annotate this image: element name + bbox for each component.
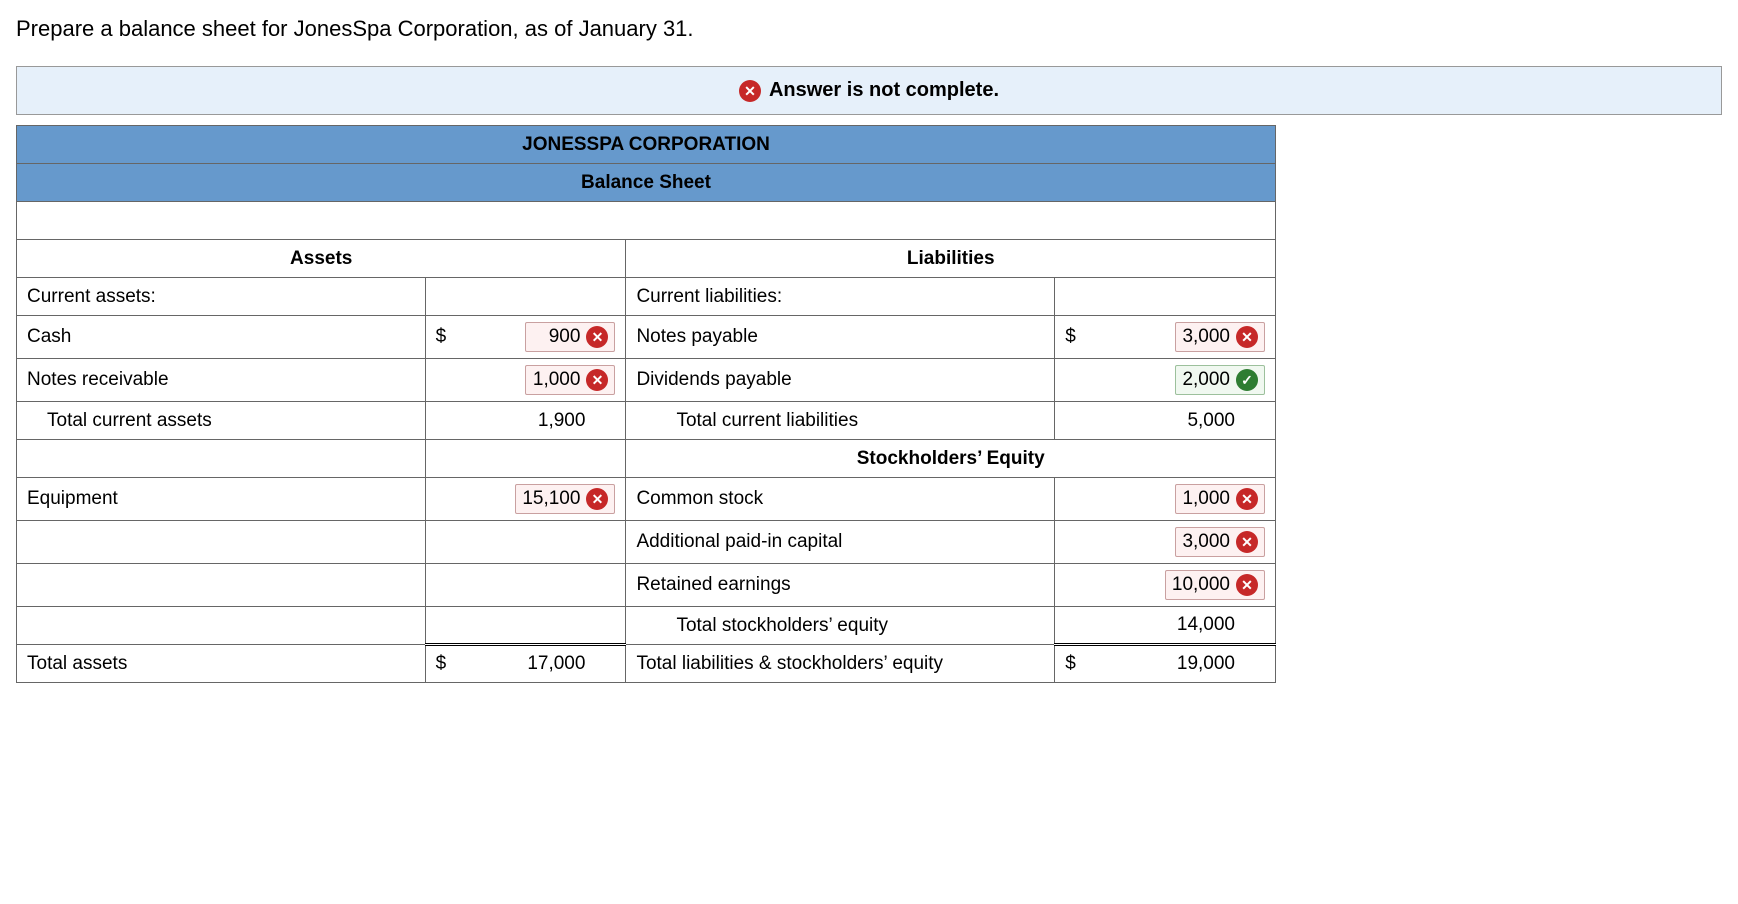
equipment-value: 15,100 xyxy=(522,488,580,510)
notes-receivable-value: 1,000 xyxy=(533,369,581,391)
total-current-assets-value-cell: 1,900 xyxy=(456,402,626,440)
cash-value-cell[interactable]: 900✕ xyxy=(456,316,626,359)
blank-cell xyxy=(456,440,626,478)
blank-cell xyxy=(425,402,456,440)
notes-payable-value-cell[interactable]: 3,000 ✕ xyxy=(1086,316,1276,359)
equipment-value-cell[interactable]: 15,100 ✕ xyxy=(456,478,626,521)
sheet-title: Balance Sheet xyxy=(17,164,1276,202)
banner-text: Answer is not complete. xyxy=(769,79,999,102)
notes-receivable-label[interactable]: Notes receivable xyxy=(17,359,426,402)
total-current-liabilities-value-cell: 5,000 xyxy=(1086,402,1276,440)
total-liab-equity-value: 19,000 xyxy=(1177,653,1265,675)
x-icon: ✕ xyxy=(1236,531,1258,553)
dividends-payable-value-cell[interactable]: 2,000 ✓ xyxy=(1086,359,1276,402)
blank-cell xyxy=(1055,278,1086,316)
equipment-label[interactable]: Equipment xyxy=(17,478,426,521)
retained-earnings-value-cell[interactable]: 10,000 ✕ xyxy=(1086,564,1276,607)
blank-cell xyxy=(17,521,426,564)
blank-cell xyxy=(1055,359,1086,402)
blank-cell xyxy=(425,359,456,402)
company-header: JONESSPA CORPORATION xyxy=(17,126,1276,164)
blank-row xyxy=(17,202,1276,240)
common-stock-value: 1,000 xyxy=(1182,488,1230,510)
blank-cell xyxy=(456,564,626,607)
blank-cell xyxy=(425,440,456,478)
status-banner: ✕ Answer is not complete. xyxy=(16,66,1722,115)
currency-symbol: $ xyxy=(425,316,456,359)
x-icon: ✕ xyxy=(1236,326,1258,348)
total-current-assets-value: 1,900 xyxy=(538,410,616,432)
blank-cell xyxy=(17,564,426,607)
liabilities-section-header: Liabilities xyxy=(626,240,1276,278)
currency-symbol: $ xyxy=(425,645,456,683)
dividends-payable-label[interactable]: Dividends payable xyxy=(626,359,1055,402)
x-icon: ✕ xyxy=(1236,574,1258,596)
notes-payable-value: 3,000 xyxy=(1182,326,1230,348)
instruction-text: Prepare a balance sheet for JonesSpa Cor… xyxy=(16,16,1722,42)
blank-cell xyxy=(456,278,626,316)
cash-value: 900 xyxy=(549,326,581,348)
retained-earnings-label[interactable]: Retained earnings xyxy=(626,564,1055,607)
currency-symbol: $ xyxy=(1055,316,1086,359)
blank-cell xyxy=(456,607,626,645)
total-equity-label: Total stockholders’ equity xyxy=(626,607,1055,645)
current-liabilities-label: Current liabilities: xyxy=(626,278,1055,316)
blank-cell xyxy=(1055,478,1086,521)
blank-cell xyxy=(1086,278,1276,316)
blank-cell xyxy=(1055,402,1086,440)
blank-cell xyxy=(1055,521,1086,564)
x-icon: ✕ xyxy=(586,488,608,510)
apic-label[interactable]: Additional paid-in capital xyxy=(626,521,1055,564)
apic-value-cell[interactable]: 3,000 ✕ xyxy=(1086,521,1276,564)
blank-cell xyxy=(1055,607,1086,645)
currency-symbol: $ xyxy=(1055,645,1086,683)
cash-label[interactable]: Cash xyxy=(17,316,426,359)
total-current-liabilities-value: 5,000 xyxy=(1187,410,1265,432)
current-assets-label: Current assets: xyxy=(17,278,426,316)
x-icon: ✕ xyxy=(739,80,761,102)
total-current-liabilities-label: Total current liabilities xyxy=(626,402,1055,440)
blank-cell xyxy=(425,521,456,564)
x-icon: ✕ xyxy=(586,369,608,391)
total-liab-equity-label: Total liabilities & stockholders’ equity xyxy=(626,645,1055,683)
equity-section-header: Stockholders’ Equity xyxy=(626,440,1276,478)
retained-earnings-value: 10,000 xyxy=(1172,574,1230,596)
check-icon: ✓ xyxy=(1236,369,1258,391)
total-liab-equity-value-cell: 19,000 xyxy=(1086,645,1276,683)
notes-payable-label[interactable]: Notes payable xyxy=(626,316,1055,359)
blank-cell xyxy=(425,278,456,316)
x-icon: ✕ xyxy=(586,326,608,348)
dividends-payable-value: 2,000 xyxy=(1182,369,1230,391)
total-current-assets-label: Total current assets xyxy=(17,402,426,440)
blank-cell xyxy=(1055,564,1086,607)
total-equity-value-cell: 14,000 xyxy=(1086,607,1276,645)
blank-cell xyxy=(425,564,456,607)
common-stock-value-cell[interactable]: 1,000 ✕ xyxy=(1086,478,1276,521)
x-icon: ✕ xyxy=(1236,488,1258,510)
blank-cell xyxy=(17,607,426,645)
common-stock-label[interactable]: Common stock xyxy=(626,478,1055,521)
apic-value: 3,000 xyxy=(1182,531,1230,553)
total-assets-value: 17,000 xyxy=(527,653,615,675)
balance-sheet-table: JONESSPA CORPORATION Balance Sheet Asset… xyxy=(16,125,1276,683)
blank-cell xyxy=(425,607,456,645)
assets-section-header: Assets xyxy=(17,240,626,278)
total-assets-label: Total assets xyxy=(17,645,426,683)
blank-cell xyxy=(17,440,426,478)
blank-cell xyxy=(456,521,626,564)
total-assets-value-cell: 17,000 xyxy=(456,645,626,683)
notes-receivable-value-cell[interactable]: 1,000✕ xyxy=(456,359,626,402)
blank-cell xyxy=(425,478,456,521)
total-equity-value: 14,000 xyxy=(1177,614,1265,636)
